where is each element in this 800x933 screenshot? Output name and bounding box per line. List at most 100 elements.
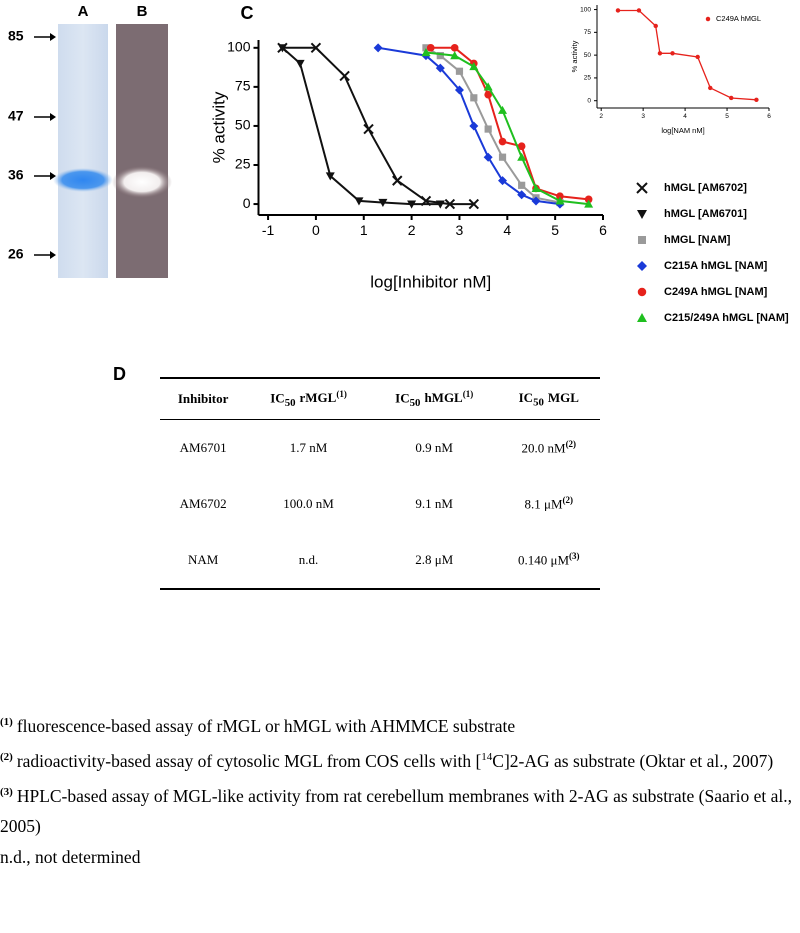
- legend-label: hMGL [AM6701]: [664, 208, 747, 220]
- table-cell: 100.0 nM: [283, 496, 334, 511]
- table-cell: NAM: [160, 532, 247, 590]
- gel-band: [112, 166, 172, 198]
- y-tick-label: 25: [235, 156, 251, 172]
- data-point: [555, 196, 565, 205]
- series-line: [282, 46, 474, 206]
- x-tick-label: 2: [599, 113, 603, 120]
- x-tick-label: 1: [360, 222, 368, 238]
- legend-label: C215A hMGL [NAM]: [664, 260, 768, 272]
- table-body: AM6701 1.7 nM 0.9 nM 20.0 nM(2) AM6702 100.0 …: [160, 420, 600, 590]
- cell-text: IC: [518, 389, 534, 405]
- legend-marker: [636, 182, 648, 194]
- series-line: [430, 46, 589, 201]
- legend-label: C249A hMGL [NAM]: [664, 286, 768, 298]
- x-tick-label: -1: [262, 222, 275, 238]
- header-cell: IC50 MGL: [497, 377, 600, 420]
- data-point: [498, 153, 507, 161]
- data-point: [729, 95, 734, 101]
- data-point: [584, 199, 594, 208]
- table-header: Inhibitor IC50 rMGL(1) IC50 hMGL(1) IC50 MGL: [160, 377, 600, 420]
- legend-label: hMGL [AM6702]: [664, 182, 747, 194]
- footnote-text: HPLC-based assay of MGL-like activity fr…: [0, 785, 792, 837]
- data-point: [354, 197, 364, 206]
- cell-text: 20.0 nM: [521, 440, 566, 456]
- y-axis-label: % activity: [209, 91, 228, 163]
- legend-label: C249A hMGL: [716, 14, 761, 23]
- series-line: [281, 47, 441, 206]
- marker-label: 36: [8, 167, 24, 183]
- lane-label: A: [78, 3, 89, 20]
- marker-label: 26: [8, 246, 24, 262]
- x-tick-label: 3: [456, 222, 464, 238]
- data-point: [483, 152, 493, 162]
- cell-text: rMGL: [299, 390, 337, 406]
- cell-superscript: (2): [565, 439, 577, 450]
- footnote-text: n.d., not determined: [0, 847, 141, 868]
- series-line: [377, 46, 561, 206]
- data-point: [407, 200, 417, 209]
- marker-arrowhead: [50, 33, 56, 41]
- data-point: [517, 152, 527, 161]
- marker-label: 47: [8, 108, 24, 124]
- cell-subscript: 50: [284, 396, 296, 409]
- data-point: [498, 176, 508, 186]
- marker-label: 85: [8, 28, 24, 44]
- data-point: [295, 59, 305, 68]
- table-cell: 2.8 μM: [370, 532, 498, 590]
- data-point: [498, 137, 507, 146]
- data-point: [517, 190, 527, 200]
- data-point: [325, 172, 335, 181]
- cell-superscript: (1): [462, 389, 474, 400]
- table-cell: AM6701: [179, 440, 227, 455]
- y-tick-label: 100: [227, 39, 251, 55]
- data-point: [670, 51, 675, 56]
- cell-superscript: (2): [562, 495, 574, 506]
- table-row: NAM n.d. 2.8 μM 0.140 μM(3): [160, 532, 600, 590]
- data-point: [531, 183, 541, 193]
- data-point: [483, 82, 493, 91]
- legend-marker: [637, 210, 647, 219]
- x-tick-label: 5: [551, 222, 559, 238]
- y-tick-label: 75: [235, 78, 251, 94]
- footnote-text: fluorescence-based assay of rMGL or hMGL…: [16, 715, 516, 736]
- chart: 0 25 50 75 100 2 3 4 5 6 % activity log[NAM nM] C249…: [570, 5, 771, 135]
- y-tick-label: 100: [580, 6, 591, 13]
- legend-marker: [637, 287, 647, 297]
- marker-arrowhead: [50, 251, 56, 259]
- legend-label: hMGL [NAM]: [664, 234, 731, 246]
- y-tick-label: 50: [584, 52, 592, 59]
- data-point: [754, 97, 759, 103]
- data-point: [454, 85, 464, 95]
- cell-text: MGL: [547, 389, 579, 405]
- y-tick-label: 75: [584, 29, 592, 36]
- data-point: [484, 125, 492, 133]
- cell-subscript: 50: [533, 396, 544, 409]
- x-tick-label: 0: [312, 222, 320, 238]
- y-tick-label: 0: [243, 195, 251, 211]
- legend-marker: [637, 261, 647, 271]
- data-point: [695, 54, 700, 60]
- data-point: [470, 94, 478, 102]
- series-line: [425, 46, 561, 204]
- gel-panel: A B 85 47 36 26: [8, 3, 172, 278]
- table-cell: 8.1 μM(2): [498, 476, 600, 532]
- panel-label: C: [241, 3, 254, 23]
- footnote: (2) radioactivity-based assay of cytosoli…: [0, 742, 795, 777]
- data-point: [426, 43, 435, 52]
- data-point: [310, 42, 322, 54]
- table-cell: AM6702: [179, 496, 227, 511]
- cell-superscript: (3): [569, 551, 580, 562]
- gel-lane-a: [58, 24, 108, 278]
- data-point: [469, 62, 479, 71]
- data-point: [339, 70, 350, 82]
- x-tick-label: 3: [641, 113, 645, 120]
- data-point: [435, 63, 445, 73]
- footnote-text: C]2-AG as substrate (Oktar et al., 2007): [492, 750, 774, 771]
- series-line: [618, 9, 757, 101]
- data-point: [363, 123, 374, 135]
- panel-label: D: [113, 364, 126, 384]
- cell-superscript: (1): [336, 389, 347, 400]
- table-cell: 9.1 nM: [415, 496, 453, 511]
